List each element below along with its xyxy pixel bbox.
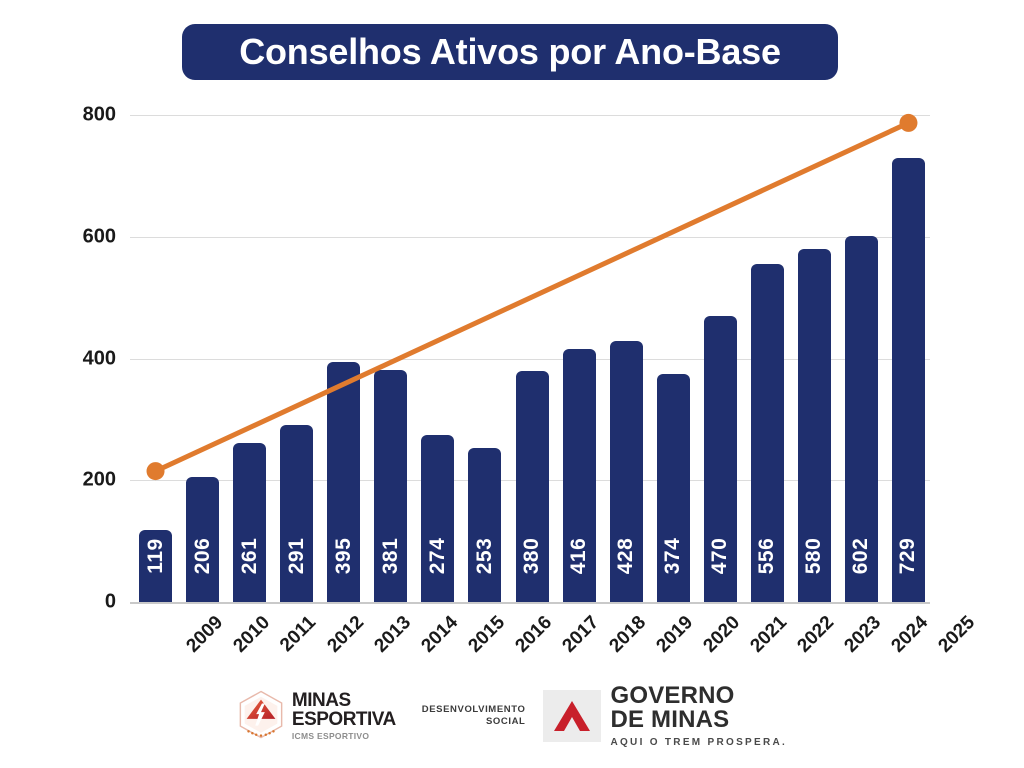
y-axis-tick-600: 600 <box>82 225 116 248</box>
minas-esportiva-subtitle: ICMS ESPORTIVO <box>291 731 370 742</box>
governo-chevron-icon <box>543 690 602 742</box>
x-axis-tick-2021: 2021 <box>746 612 792 657</box>
bar-value-label-2013: 395 <box>331 537 355 575</box>
gridline-600 <box>130 236 930 238</box>
bar-value-label-2022: 556 <box>755 537 779 575</box>
bar-value-label-2021: 470 <box>708 537 732 575</box>
footer-logos: MINAS ESPORTIVA ICMS ESPORTIVO DESENVOLV… <box>0 676 1024 756</box>
x-axis-tick-2023: 2023 <box>840 612 886 657</box>
chart-title-banner: Conselhos Ativos por Ano-Base <box>182 24 838 80</box>
governo-tagline: AQUI O TREM PROSPERA. <box>610 736 788 748</box>
x-axis-tick-2017: 2017 <box>558 612 604 657</box>
x-axis-tick-2015: 2015 <box>464 612 510 657</box>
y-axis-tick-0: 0 <box>104 590 116 613</box>
minas-esportiva-wordmark: MINAS ESPORTIVA ICMS ESPORTIVO <box>292 691 396 741</box>
bar-value-label-2015: 274 <box>425 537 449 575</box>
x-axis-tick-2019: 2019 <box>652 612 698 657</box>
bar-value-label-2014: 381 <box>378 537 402 575</box>
x-axis-tick-2014: 2014 <box>417 612 462 657</box>
bar-value-label-2012: 291 <box>284 537 308 575</box>
minas-esportiva-emblem-icon <box>239 690 283 739</box>
y-axis-tick-200: 200 <box>82 468 116 491</box>
x-axis-tick-2018: 2018 <box>605 612 651 657</box>
x-axis-tick-2010: 2010 <box>228 612 274 657</box>
bar-value-label-2016: 253 <box>472 537 496 575</box>
bar-value-label-2018: 416 <box>567 537 591 575</box>
desenvolvimento-line1: DESENVOLVIMENTO <box>421 704 526 716</box>
desenvolvimento-social-label: DESENVOLVIMENTO SOCIAL <box>422 704 526 728</box>
x-axis-tick-2024: 2024 <box>887 612 933 657</box>
bar-value-label-2023: 580 <box>802 537 826 575</box>
x-axis-tick-2025: 2025 <box>934 612 980 657</box>
x-axis-tick-2013: 2013 <box>370 612 415 657</box>
bar-value-label-2017: 380 <box>520 537 543 575</box>
bar-value-label-2010: 206 <box>190 537 214 575</box>
x-axis-tick-2016: 2016 <box>511 612 557 657</box>
governo-line2: DE MINAS <box>610 706 730 734</box>
bar-value-label-2020: 374 <box>661 537 685 575</box>
x-axis-tick-2012: 2012 <box>323 612 368 657</box>
bar-value-label-2024: 602 <box>849 537 873 575</box>
bar-value-label-2019: 428 <box>614 537 638 575</box>
governo-de-minas-logo: GOVERNO DE MINAS AQUI O TREM PROSPERA. <box>543 681 788 748</box>
x-axis-tick-2009: 2009 <box>181 612 227 657</box>
bar-value-label-2025: 729 <box>896 537 920 575</box>
bar-2010[interactable] <box>186 476 220 602</box>
minas-esportiva-logo: MINAS ESPORTIVA ICMS ESPORTIVO <box>237 690 396 742</box>
bar-value-label-2009: 119 <box>143 538 167 574</box>
gridline-800 <box>130 115 930 116</box>
bar-value-label-2011: 261 <box>237 537 261 575</box>
y-axis-tick-800: 800 <box>82 103 116 126</box>
governo-wordmark: GOVERNO DE MINAS AQUI O TREM PROSPERA. <box>610 681 788 748</box>
y-axis-tick-400: 400 <box>82 347 116 369</box>
bar-chart: 0 200 400 600 800 119 2009 206 2010 261 2011 291 201… <box>83 104 980 657</box>
minas-esportiva-line1: MINAS <box>291 690 351 712</box>
bar-2009[interactable] <box>139 529 173 602</box>
x-axis-tick-2020: 2020 <box>699 612 745 657</box>
governo-line1: GOVERNO <box>610 681 735 709</box>
bar-2016[interactable] <box>468 447 502 602</box>
gridline-0 <box>130 602 930 604</box>
plot-area: 0 200 400 600 800 119 2009 206 2010 261 2011 291 201… <box>83 104 980 657</box>
x-axis-tick-2022: 2022 <box>793 612 839 657</box>
x-axis-tick-2011: 2011 <box>275 612 320 657</box>
page-title: Conselhos Ativos por Ano-Base <box>239 31 781 72</box>
minas-esportiva-line2: ESPORTIVA <box>291 709 396 731</box>
desenvolvimento-line2: SOCIAL <box>485 716 526 727</box>
